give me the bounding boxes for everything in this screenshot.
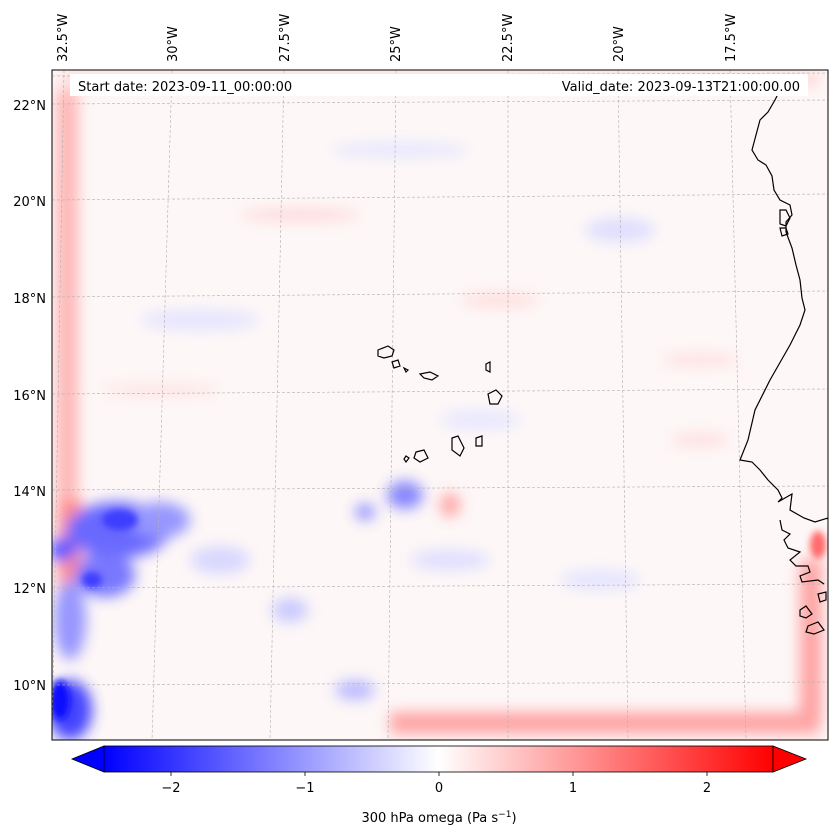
valid-date-text: Valid_date: 2023-09-13T21:00:00.00 <box>562 80 800 95</box>
start-date-text: Start date: 2023-09-11_00:00:00 <box>78 80 292 95</box>
lat-label-18n: 18°N <box>13 292 46 307</box>
colorbar-label-exponent: −1 <box>498 810 511 820</box>
omega-field-background <box>52 70 828 740</box>
colorbar: −2 −1 0 1 2 300 hPa omega (Pa s−1) <box>70 745 808 826</box>
lat-label-20n: 20°N <box>13 195 46 210</box>
lat-label-16n: 16°N <box>13 389 46 404</box>
lon-label-20w: 20°W <box>612 26 627 62</box>
lat-label-14n: 14°N <box>13 485 46 500</box>
colorbar-high-extend <box>772 745 808 773</box>
map-panel: Start date: 2023-09-11_00:00:00 Valid_da… <box>51 69 829 741</box>
cape-verde-islands <box>377 345 503 464</box>
colorbar-tick-1: 1 <box>569 781 577 796</box>
lat-label-12n: 12°N <box>13 582 46 597</box>
date-header-box <box>70 74 808 96</box>
lon-label-27-5w: 27.5°W <box>278 14 293 62</box>
lat-label-10n: 10°N <box>13 679 46 694</box>
map-frame <box>51 69 829 741</box>
lon-label-30w: 30°W <box>166 26 181 62</box>
africa-coastline <box>739 85 828 585</box>
lon-label-32-5w: 32.5°W <box>56 14 71 62</box>
lat-label-22n: 22°N <box>13 99 46 114</box>
longitude-labels: 32.5°W 30°W 27.5°W 25°W 22.5°W 20°W 17.5… <box>56 14 739 62</box>
colorbar-low-extend <box>70 745 105 773</box>
omega-field <box>52 72 826 740</box>
colorbar-tick-minus2: −2 <box>161 781 180 796</box>
colorbar-tick-0: 0 <box>435 781 443 796</box>
colorbar-tick-minus1: −1 <box>295 781 314 796</box>
lon-label-22-5w: 22.5°W <box>501 14 516 62</box>
coastlines <box>377 85 828 635</box>
gridlines <box>51 69 829 741</box>
colorbar-gradient <box>103 745 774 773</box>
lon-label-17-5w: 17.5°W <box>724 14 739 62</box>
colorbar-label: 300 hPa omega (Pa s−1) <box>361 810 516 826</box>
colorbar-label-close: ) <box>511 811 516 826</box>
lon-label-25w: 25°W <box>389 26 404 62</box>
latitude-labels: 22°N 20°N 18°N 16°N 14°N 12°N 10°N <box>13 99 46 694</box>
colorbar-label-main: 300 hPa omega (Pa s <box>361 811 498 826</box>
colorbar-ticks <box>170 772 708 776</box>
colorbar-tick-2: 2 <box>703 781 711 796</box>
